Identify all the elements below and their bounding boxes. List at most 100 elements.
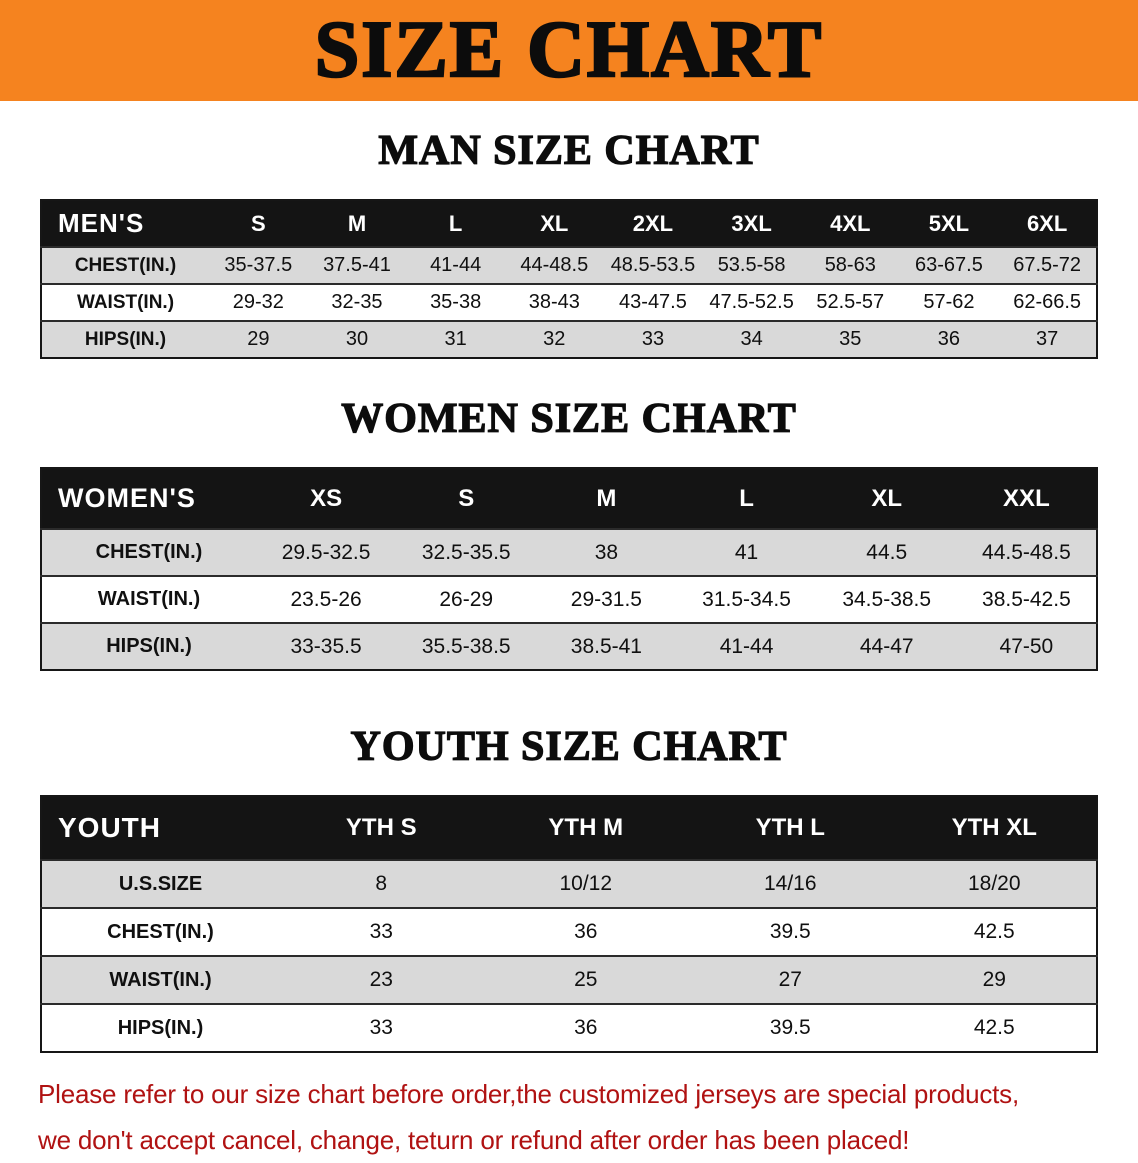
youth-header-row: YOUTH YTH S YTH M YTH L YTH XL: [41, 796, 1097, 860]
size-value-cell: 62-66.5: [998, 283, 1097, 321]
youth-chest-row: CHEST(IN.) 33 36 39.5 42.5: [41, 907, 1097, 956]
size-value-cell: 36: [483, 1003, 688, 1052]
size-column-header: XL: [816, 468, 957, 529]
size-value-cell: 42.5: [892, 907, 1097, 956]
size-column-header: XXL: [956, 468, 1097, 529]
size-value-cell: 35-37.5: [209, 246, 308, 284]
size-column-header: YTH L: [688, 796, 893, 860]
youth-table-corner-label: YOUTH: [41, 796, 279, 860]
size-column-header: 5XL: [899, 200, 999, 247]
youth-size-table: YOUTH YTH S YTH M YTH L YTH XL U.S.SIZE …: [40, 795, 1098, 1053]
size-chart-banner: SIZE CHART: [0, 0, 1138, 101]
size-value-cell: 35: [800, 320, 900, 358]
size-value-cell: 33-35.5: [256, 622, 397, 670]
women-section-title: WOMEN SIZE CHART: [341, 395, 797, 442]
size-value-cell: 23: [279, 955, 484, 1004]
row-label-cell: HIPS(IN.): [41, 1003, 279, 1052]
size-value-cell: 29-31.5: [536, 575, 677, 623]
men-chest-row: CHEST(IN.) 35-37.5 37.5-41 41-44 44-48.5…: [41, 246, 1097, 284]
men-header-row: MEN'S S M L XL 2XL 3XL 4XL 5XL 6XL: [41, 200, 1097, 247]
size-value-cell: 29: [892, 955, 1097, 1004]
row-label-cell: CHEST(IN.): [41, 907, 279, 956]
size-value-cell: 30: [307, 320, 407, 358]
size-value-cell: 67.5-72: [998, 246, 1097, 284]
row-label-cell: HIPS(IN.): [41, 622, 256, 670]
size-value-cell: 39.5: [688, 1003, 893, 1052]
disclaimer: Please refer to our size chart before or…: [38, 1071, 1100, 1163]
women-table-corner-label: WOMEN'S: [41, 468, 256, 529]
row-label-cell: HIPS(IN.): [41, 320, 209, 358]
size-value-cell: 38.5-42.5: [956, 575, 1097, 623]
size-value-cell: 33: [603, 320, 703, 358]
size-value-cell: 14/16: [688, 859, 893, 908]
size-value-cell: 58-63: [800, 246, 900, 284]
size-column-header: 6XL: [998, 200, 1097, 247]
disclaimer-line-1: Please refer to our size chart before or…: [38, 1079, 1020, 1109]
youth-ussize-row: U.S.SIZE 8 10/12 14/16 18/20: [41, 859, 1097, 908]
size-value-cell: 32-35: [307, 283, 407, 321]
size-column-header: YTH S: [279, 796, 484, 860]
size-value-cell: 38: [536, 528, 677, 576]
size-value-cell: 37: [998, 320, 1097, 358]
row-label-cell: WAIST(IN.): [41, 283, 209, 321]
women-size-table: WOMEN'S XS S M L XL XXL CHEST(IN.) 29.5-…: [40, 467, 1098, 671]
size-value-cell: 33: [279, 1003, 484, 1052]
size-value-cell: 38-43: [504, 283, 604, 321]
disclaimer-line-2: we don't accept cancel, change, teturn o…: [38, 1125, 910, 1155]
size-value-cell: 25: [483, 955, 688, 1004]
size-value-cell: 43-47.5: [603, 283, 703, 321]
banner-title: SIZE CHART: [314, 5, 824, 96]
size-value-cell: 42.5: [892, 1003, 1097, 1052]
size-value-cell: 44-48.5: [504, 246, 604, 284]
size-value-cell: 31.5-34.5: [676, 575, 817, 623]
size-column-header: S: [209, 200, 308, 247]
size-column-header: 3XL: [702, 200, 801, 247]
size-value-cell: 44.5-48.5: [956, 528, 1097, 576]
size-column-header: XL: [504, 200, 604, 247]
size-value-cell: 33: [279, 907, 484, 956]
size-value-cell: 35-38: [406, 283, 505, 321]
men-hips-row: HIPS(IN.) 29 30 31 32 33 34 35 36 37: [41, 320, 1097, 358]
size-value-cell: 10/12: [483, 859, 688, 908]
size-value-cell: 53.5-58: [702, 246, 801, 284]
youth-waist-row: WAIST(IN.) 23 25 27 29: [41, 955, 1097, 1004]
size-value-cell: 31: [406, 320, 505, 358]
youth-section-title: YOUTH SIZE CHART: [350, 723, 788, 770]
size-column-header: YTH M: [483, 796, 688, 860]
size-column-header: M: [536, 468, 677, 529]
size-column-header: L: [676, 468, 817, 529]
row-label-cell: U.S.SIZE: [41, 859, 279, 908]
size-column-header: XS: [256, 468, 397, 529]
size-value-cell: 29-32: [209, 283, 308, 321]
size-value-cell: 41-44: [406, 246, 505, 284]
size-value-cell: 47.5-52.5: [702, 283, 801, 321]
size-value-cell: 41: [676, 528, 817, 576]
size-value-cell: 18/20: [892, 859, 1097, 908]
size-value-cell: 38.5-41: [536, 622, 677, 670]
size-value-cell: 41-44: [676, 622, 817, 670]
size-value-cell: 48.5-53.5: [603, 246, 703, 284]
men-waist-row: WAIST(IN.) 29-32 32-35 35-38 38-43 43-47…: [41, 283, 1097, 321]
size-value-cell: 32.5-35.5: [396, 528, 537, 576]
women-chest-row: CHEST(IN.) 29.5-32.5 32.5-35.5 38 41 44.…: [41, 528, 1097, 576]
men-section-title: MAN SIZE CHART: [378, 127, 760, 174]
size-column-header: S: [396, 468, 537, 529]
size-column-header: L: [406, 200, 505, 247]
women-hips-row: HIPS(IN.) 33-35.5 35.5-38.5 38.5-41 41-4…: [41, 622, 1097, 670]
size-value-cell: 34.5-38.5: [816, 575, 957, 623]
row-label-cell: CHEST(IN.): [41, 528, 256, 576]
size-value-cell: 44-47: [816, 622, 957, 670]
size-column-header: YTH XL: [892, 796, 1097, 860]
size-value-cell: 47-50: [956, 622, 1097, 670]
size-value-cell: 8: [279, 859, 484, 908]
size-value-cell: 39.5: [688, 907, 893, 956]
size-value-cell: 36: [899, 320, 999, 358]
men-size-table: MEN'S S M L XL 2XL 3XL 4XL 5XL 6XL CHEST…: [40, 199, 1098, 359]
size-value-cell: 52.5-57: [800, 283, 900, 321]
size-value-cell: 44.5: [816, 528, 957, 576]
size-column-header: 2XL: [603, 200, 703, 247]
youth-hips-row: HIPS(IN.) 33 36 39.5 42.5: [41, 1003, 1097, 1052]
size-value-cell: 37.5-41: [307, 246, 407, 284]
size-value-cell: 34: [702, 320, 801, 358]
size-value-cell: 26-29: [396, 575, 537, 623]
